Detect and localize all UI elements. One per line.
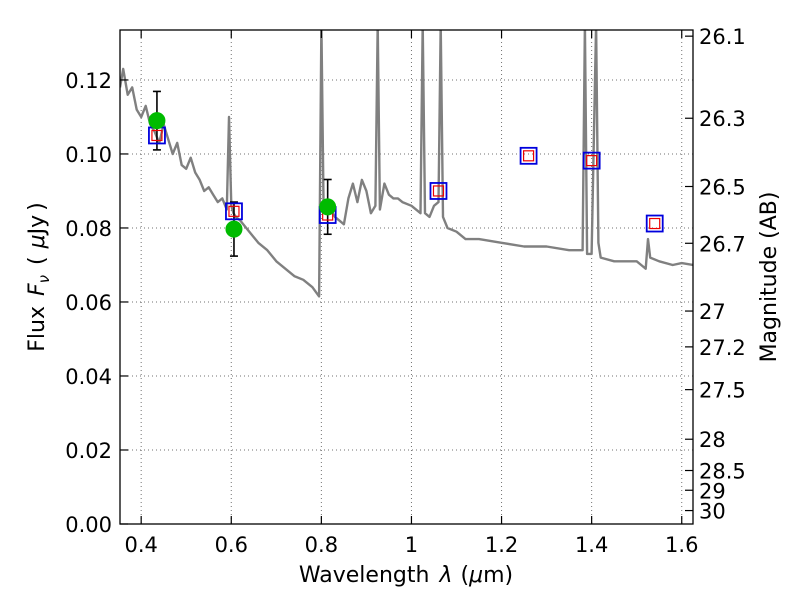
plot-area [120,30,693,298]
x-tick-label: 1.6 [665,533,698,557]
y2-tick-label: 27.5 [699,379,746,403]
y-axis-label: FluxFν(μJy) [25,202,53,351]
markers [148,112,664,238]
model-band-inner-square [586,155,598,167]
y2-tick-label: 27.2 [699,336,746,360]
y-tick-label: 0.04 [65,365,112,389]
y-tick-label: 0.00 [65,513,112,537]
x-tick-label: 1 [405,533,418,557]
x-tick-label: 0.8 [305,533,338,557]
y2-tick-label: 29 [699,479,726,503]
x-axis: 0.4 0.6 0.8 1 1.2 1.4 1.6 [124,30,698,557]
y2-tick-label: 26.5 [699,176,746,200]
observed-point [148,112,166,130]
y2-tick-label: 26.7 [699,232,746,256]
y-tick-label: 0.06 [65,291,112,315]
plot-frame [119,29,694,525]
model-band-square [582,151,601,170]
y2-tick-label: 26.3 [699,107,746,131]
model-band-inner-square [432,185,445,197]
x-tick-label: 1.2 [485,533,518,557]
y2-tick-label: 26.1 [699,25,746,49]
y-tick-label: 0.08 [65,217,112,241]
y2-axis-label: Magnitude (AB) [757,192,782,363]
x-tick-label: 0.6 [215,533,248,557]
model-band-square [519,146,538,165]
model-band-square [645,214,664,233]
y2-tick-label: 28 [699,428,726,452]
x-tick-label: 1.4 [575,533,608,557]
x-axis-label: Wavelength λ (μm) [299,563,513,588]
y-tick-label: 0.12 [65,69,112,93]
y-tick-label: 0.10 [65,143,112,167]
y-axis: 0.00 0.02 0.04 0.06 0.08 0.10 0.12 [65,69,128,537]
model-spectrum-line [120,30,693,298]
model-band-square [225,202,243,221]
model-band-inner-square [151,129,163,142]
model-band-square [429,182,448,200]
y2-tick-label: 27 [699,300,726,324]
observed-point [319,198,337,216]
model-band-inner-square [228,205,240,217]
y2-tick-label: 28.5 [699,460,746,484]
model-band-inner-square [522,150,535,162]
y-tick-label: 0.02 [65,439,112,463]
y2-tick-label: 30 [699,500,726,524]
x-tick-label: 0.4 [124,533,157,557]
observed-point [225,220,243,238]
model-band-inner-square [649,217,661,230]
